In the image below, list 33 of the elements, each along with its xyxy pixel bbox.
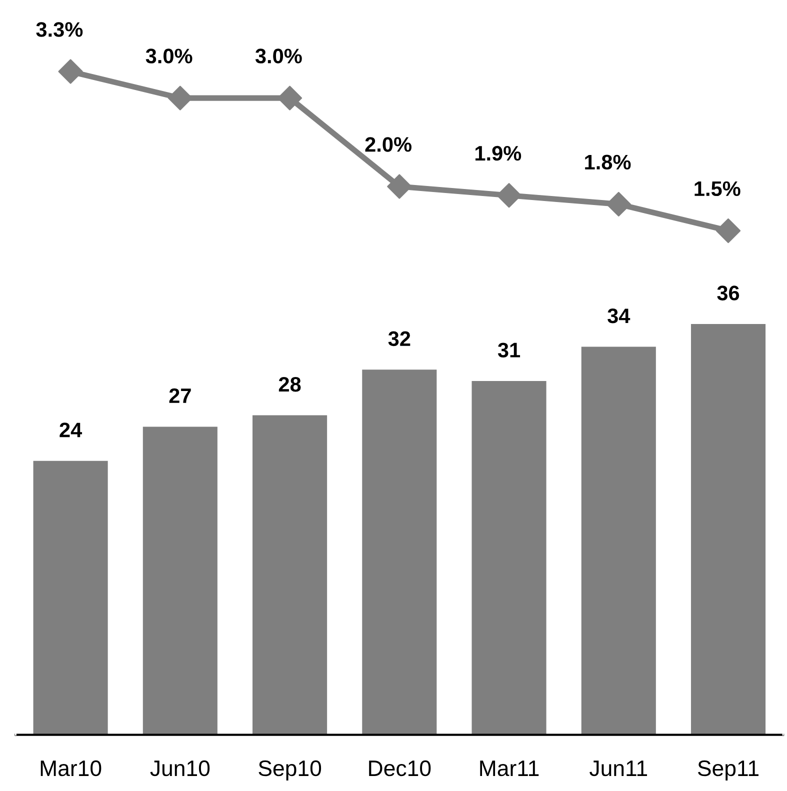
point <box>716 218 741 244</box>
point <box>496 183 522 208</box>
bar <box>142 426 218 735</box>
point <box>606 192 631 217</box>
data-label: 1.8% <box>585 154 631 170</box>
data-label: 3.3% <box>36 22 83 37</box>
data-label: 3.0% <box>255 48 302 64</box>
data-label: 28 <box>278 376 301 392</box>
data-label: 2.0% <box>365 137 412 152</box>
x-tick-label: Mar11 <box>480 760 539 776</box>
data-label: 36 <box>717 286 740 300</box>
x-tick-label: Jun10 <box>150 760 210 776</box>
data-label: 27 <box>169 388 191 403</box>
data-label: 1.5% <box>694 181 740 196</box>
data-label: 32 <box>388 331 410 346</box>
x-tick-label: Dec10 <box>369 760 431 776</box>
bar <box>33 460 108 735</box>
x-tick-label: Mar10 <box>40 760 102 776</box>
bar <box>252 415 328 735</box>
x-tick-label: Jun11 <box>590 760 648 776</box>
bar <box>362 370 437 735</box>
data-label: 34 <box>608 308 630 324</box>
data-label: 24 <box>60 422 82 438</box>
x-tick-label: Sep10 <box>258 760 322 781</box>
point <box>387 174 412 199</box>
bar <box>472 381 546 735</box>
data-label: 3.0% <box>146 48 192 64</box>
bar <box>581 346 656 735</box>
point <box>58 59 83 84</box>
bar <box>690 324 766 735</box>
data-label: 31 <box>498 342 520 358</box>
data-label: 1.9% <box>475 146 522 161</box>
x-tick-label: Sep11 <box>698 760 758 781</box>
